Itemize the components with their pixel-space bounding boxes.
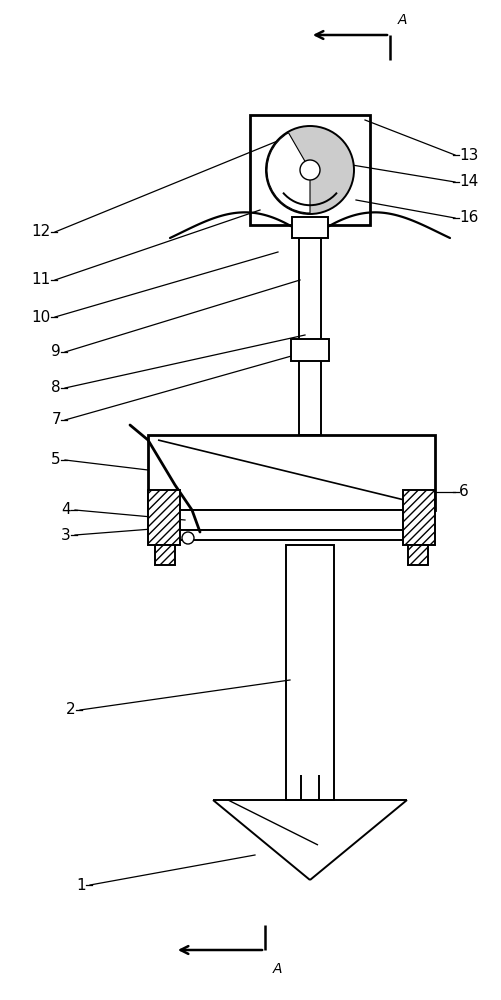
Text: 13: 13 <box>458 147 477 162</box>
Bar <box>402 490 434 545</box>
Text: 14: 14 <box>458 174 477 190</box>
Bar <box>291 339 328 361</box>
Bar <box>148 435 434 510</box>
Text: 2: 2 <box>66 702 76 718</box>
Text: 10: 10 <box>32 310 51 324</box>
Text: 9: 9 <box>51 344 61 360</box>
Circle shape <box>182 532 193 544</box>
Text: 11: 11 <box>32 272 51 288</box>
Bar <box>292 217 327 238</box>
Wedge shape <box>267 133 310 213</box>
Bar <box>165 510 419 530</box>
Bar <box>407 545 427 565</box>
Bar <box>148 490 180 545</box>
Bar <box>249 115 369 225</box>
Text: A: A <box>397 13 407 27</box>
Text: 16: 16 <box>458 211 477 226</box>
Bar <box>299 238 320 435</box>
Circle shape <box>266 126 353 214</box>
Text: 7: 7 <box>51 412 61 428</box>
Circle shape <box>300 160 319 180</box>
Text: 1: 1 <box>76 878 86 892</box>
Text: 12: 12 <box>32 225 51 239</box>
Text: 6: 6 <box>458 485 468 499</box>
Bar <box>295 225 324 237</box>
Bar <box>286 545 333 800</box>
Text: 8: 8 <box>51 380 61 395</box>
Bar <box>165 530 419 540</box>
Text: 3: 3 <box>61 528 71 542</box>
Text: 5: 5 <box>51 452 61 468</box>
Text: A: A <box>273 962 282 976</box>
Text: 4: 4 <box>61 502 71 518</box>
Bar <box>155 545 175 565</box>
